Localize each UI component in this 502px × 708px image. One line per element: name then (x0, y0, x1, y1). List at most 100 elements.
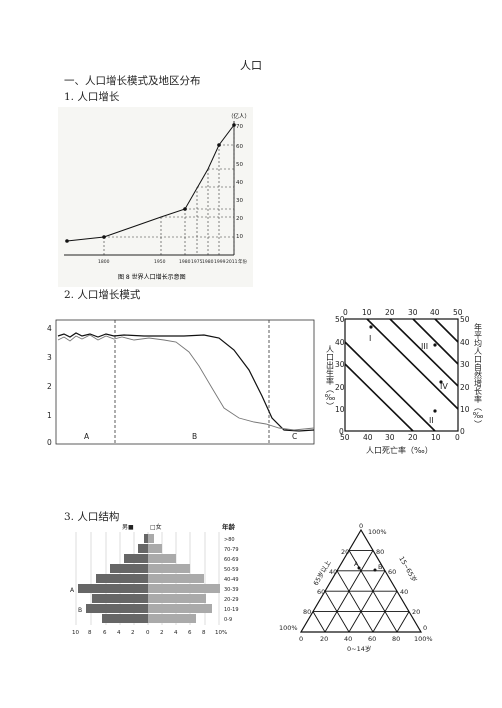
right-axis-label: 年平均人口自然增长率（‰） (472, 322, 483, 428)
corner-left-label: 100% (279, 624, 298, 632)
right-tick: 20 (412, 608, 420, 616)
apex-percent: 100% (368, 528, 387, 536)
age-label: 60-69 (224, 557, 239, 563)
bottom-tick: 20 (320, 635, 328, 643)
left-tick: 60 (317, 588, 325, 596)
marker-b: B (78, 607, 82, 614)
y-tick: 2 (47, 382, 52, 391)
world-population-growth-figure: （亿人） 70 60 50 40 30 20 10 1800 1950 1980… (58, 107, 253, 287)
x-tick: 1800 (98, 259, 110, 265)
bottom-tick: 20 (408, 433, 418, 442)
right-tick: 40 (460, 338, 470, 347)
x-tick: 2011 (226, 259, 238, 265)
ternary-points (357, 566, 377, 572)
growth-model-figure: 4 3 2 1 0 A B C (47, 319, 315, 447)
x-tick: 1975 (191, 259, 203, 265)
point-label-iv: IV (440, 382, 448, 391)
left-tick: 40 (329, 568, 337, 576)
rate-diagram-figure: 0 10 20 30 40 50 50 40 30 20 10 0 50 40 … (324, 308, 483, 455)
y-tick: 10 (236, 234, 243, 240)
bottom-tick: 40 (344, 635, 352, 643)
left-tick: 10 (335, 405, 345, 414)
death-rate-curve (57, 334, 315, 431)
age-label: 20-29 (224, 597, 239, 603)
top-tick: 40 (430, 308, 440, 317)
section-heading: 一、人口增长模式及地区分布 (64, 75, 201, 87)
y-tick: 70 (236, 124, 243, 130)
left-tick: 40 (335, 338, 345, 347)
corner-right-label: 0 (423, 624, 427, 632)
y-tick: 40 (236, 180, 243, 186)
y-tick: 1 (47, 411, 52, 420)
x-tick: 6 (103, 630, 107, 636)
age-label: 0-9 (224, 617, 232, 623)
bottom-tick: 10 (431, 433, 441, 442)
right-tick: 10 (460, 405, 470, 414)
x-tick: 10% (215, 630, 227, 636)
x-tick: 10 (72, 630, 79, 636)
right-tick: 60 (388, 568, 396, 576)
male-bars (78, 534, 148, 623)
x-tick: 4 (117, 630, 121, 636)
population-pyramid-figure: 男■ □女 年龄 >80 70-79 60-69 50-59 40-49 30-… (70, 522, 239, 636)
subheading-growth-model: 2. 人口增长模式 (64, 289, 141, 301)
right-tick: 30 (460, 360, 470, 369)
y-tick: 30 (236, 198, 243, 204)
x-tick: 4 (174, 630, 178, 636)
x-tick: 1950 (154, 259, 166, 265)
y-tick: 4 (47, 324, 52, 333)
bottom-tick: 60 (368, 635, 376, 643)
y-tick: 50 (236, 162, 243, 168)
right-axis-label: 15~65岁 (397, 555, 419, 584)
point-label-i: I (369, 334, 371, 343)
bottom-tick: 80 (392, 635, 400, 643)
marker-a: A (70, 587, 75, 594)
left-tick: 30 (335, 360, 345, 369)
legend-male: 男■ (122, 524, 134, 531)
y-tick: 0 (47, 438, 52, 447)
top-tick: 20 (385, 308, 395, 317)
female-bars (148, 534, 220, 623)
right-tick: 40 (400, 588, 408, 596)
x-tick: 2 (160, 630, 164, 636)
x-tick: 2 (131, 630, 135, 636)
stage-label-c: C (292, 432, 297, 441)
top-tick: 50 (453, 308, 463, 317)
top-tick: 10 (362, 308, 372, 317)
ternary-outline (299, 528, 423, 633)
y-unit: （亿人） (228, 112, 250, 120)
left-tick: 80 (303, 608, 311, 616)
curve-points (65, 123, 236, 243)
left-tick: 20 (335, 383, 345, 392)
x-tick: 8 (202, 630, 206, 636)
bottom-axis-label: 0~14岁 (347, 644, 371, 653)
growth-rate-lines (344, 318, 459, 432)
ternary-gridlines (312, 549, 410, 633)
left-tick: 50 (335, 315, 345, 324)
legend-female: □女 (150, 523, 162, 531)
age-label: 40-49 (224, 577, 239, 583)
x-tick: 6 (188, 630, 192, 636)
age-label: 50-59 (224, 567, 239, 573)
stage-label-b: B (192, 432, 197, 441)
point-label-ii: II (429, 416, 434, 425)
age-label: >80 (224, 537, 235, 543)
x-tick: 1999 (214, 259, 226, 265)
top-tick: 0 (343, 308, 348, 317)
top-tick: 30 (408, 308, 418, 317)
right-tick: 80 (376, 548, 384, 556)
birth-rate-curve (57, 332, 315, 432)
bottom-tick: 30 (385, 433, 395, 442)
age-label: 30-39 (224, 587, 239, 593)
left-tick: 0 (339, 427, 344, 436)
x-unit: 年份 (238, 258, 247, 265)
ternary-diagram-figure: 0 100% 20 40 60 80 80 60 40 20 100% 0 0 … (279, 522, 433, 653)
y-tick: 20 (236, 216, 243, 222)
age-header: 年龄 (222, 522, 236, 531)
y-tick: 60 (236, 144, 243, 150)
age-label: 10-19 (224, 607, 239, 613)
bottom-tick: 40 (363, 433, 373, 442)
figure-caption: 图 8 世界人口增长示意图 (118, 273, 186, 281)
subheading-population-growth: 1. 人口增长 (64, 91, 120, 103)
right-tick: 0 (460, 427, 465, 436)
